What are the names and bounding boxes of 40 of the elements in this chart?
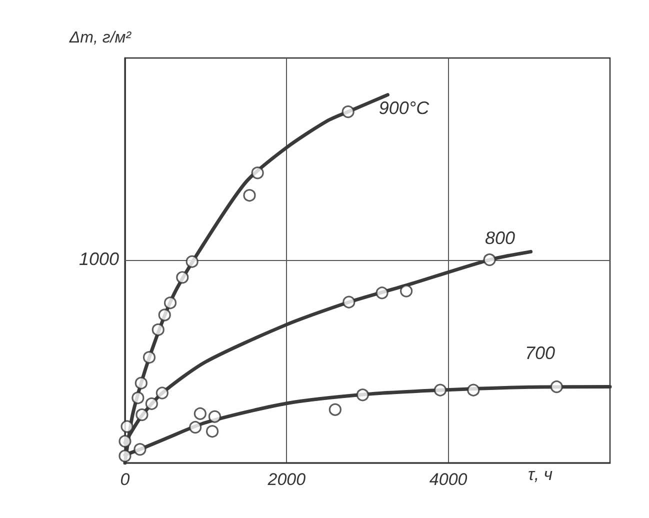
point bbox=[483, 253, 496, 266]
point bbox=[550, 380, 563, 394]
point bbox=[152, 323, 164, 336]
point bbox=[134, 443, 146, 456]
point bbox=[156, 386, 168, 400]
point bbox=[208, 410, 222, 423]
point bbox=[134, 376, 148, 390]
point bbox=[328, 403, 342, 416]
point bbox=[400, 284, 413, 298]
point bbox=[251, 166, 264, 180]
point bbox=[356, 388, 369, 402]
point bbox=[186, 255, 198, 268]
point bbox=[189, 420, 202, 434]
x-axis-title: τ, ч bbox=[528, 465, 553, 484]
point bbox=[164, 296, 177, 310]
point bbox=[158, 308, 171, 322]
point bbox=[142, 351, 156, 364]
point bbox=[118, 450, 132, 462]
x-tick-label: 0 bbox=[120, 470, 130, 489]
x-tick-label: 4000 bbox=[429, 470, 468, 489]
x-tick-label: 2000 bbox=[266, 470, 306, 489]
point bbox=[467, 384, 480, 396]
point bbox=[132, 392, 144, 404]
point bbox=[194, 407, 206, 420]
annotation: 800 bbox=[484, 228, 516, 248]
annotation: 900°C bbox=[378, 98, 430, 118]
y-axis-title: Δm, г/м² bbox=[68, 30, 132, 46]
point bbox=[376, 286, 388, 300]
point bbox=[176, 271, 189, 284]
point bbox=[118, 434, 132, 448]
annotation: 700 bbox=[524, 343, 556, 363]
point bbox=[434, 384, 447, 396]
point bbox=[243, 189, 256, 202]
point bbox=[145, 397, 158, 410]
point bbox=[342, 105, 354, 118]
point bbox=[342, 296, 356, 308]
point bbox=[206, 425, 219, 438]
text: 1000 bbox=[78, 249, 120, 269]
point bbox=[136, 408, 148, 422]
point bbox=[120, 420, 134, 433]
